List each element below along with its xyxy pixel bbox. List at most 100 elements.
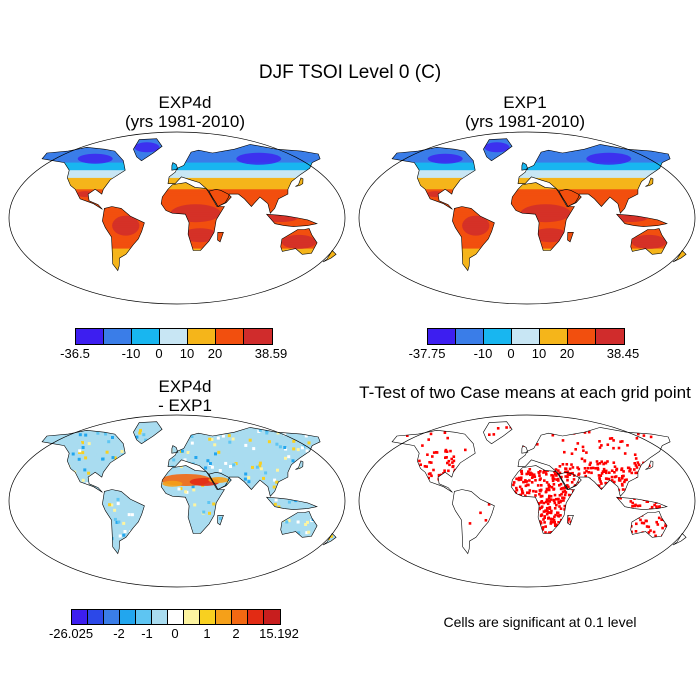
colorbar-swatch xyxy=(132,329,160,344)
colorbar-swatch xyxy=(168,610,184,624)
coastline-greenland xyxy=(133,138,163,162)
coastline-nz xyxy=(322,533,337,546)
colorbar-label: 15.192 xyxy=(259,626,299,641)
coastline-madagascar xyxy=(217,232,224,243)
coastline-australia xyxy=(280,511,318,538)
coastline-greenland xyxy=(133,421,163,445)
colorbar-swatch xyxy=(104,329,132,344)
colorbar-swatch xyxy=(136,610,152,624)
colorbar-swatch xyxy=(184,610,200,624)
colorbar-label: 38.45 xyxy=(606,346,640,361)
colorbar-label: 20 xyxy=(207,346,223,361)
colorbar-swatch xyxy=(248,610,264,624)
coastline-uk xyxy=(521,445,529,454)
panel-title-line2: - EXP1 xyxy=(158,396,212,415)
colorbar-swatch xyxy=(216,610,232,624)
colorbar-label: -26.025 xyxy=(48,626,94,641)
coastline-indonesia xyxy=(265,496,318,510)
colorbar-label: 10 xyxy=(531,346,547,361)
colorbar-swatch xyxy=(160,329,188,344)
colorbar-label: -1 xyxy=(141,626,153,641)
coastline-australia xyxy=(630,228,668,255)
coastline-indonesia xyxy=(615,213,668,227)
panel-title-line2: (yrs 1981-2010) xyxy=(464,112,585,131)
colorbar-swatch xyxy=(120,610,136,624)
colorbar-swatch xyxy=(104,610,120,624)
colorbar-label: 0 xyxy=(155,346,163,361)
colorbar-difference xyxy=(71,609,281,625)
coastline-greenland xyxy=(483,421,513,445)
panel-title-line2: (yrs 1981-2010) xyxy=(124,112,245,131)
colorbar-label: -10 xyxy=(121,346,141,361)
colorbar-exp4d xyxy=(75,328,273,345)
colorbar-swatch xyxy=(428,329,456,344)
coastline-nz xyxy=(672,250,687,263)
figure-title: DJF TSOI Level 0 (C) xyxy=(258,62,442,83)
colorbar-swatch xyxy=(264,610,280,624)
colorbar-swatch xyxy=(152,610,168,624)
colorbar-label: -10 xyxy=(473,346,493,361)
colorbar-label: -37.75 xyxy=(408,346,446,361)
panel-title-difference: EXP4d - EXP1 xyxy=(40,377,330,415)
coastline-indonesia xyxy=(265,213,318,227)
colorbar-swatch xyxy=(200,610,216,624)
coastline-uk xyxy=(171,162,179,171)
coastline-madagascar xyxy=(567,232,574,243)
panel-title-line1: EXP4d xyxy=(158,93,212,112)
coastline-samerica xyxy=(452,489,495,555)
colorbar-swatch xyxy=(540,329,568,344)
coastline-japan xyxy=(295,460,304,470)
colorbar-swatch xyxy=(232,610,248,624)
coastline-nz xyxy=(672,533,687,546)
colorbar-swatch xyxy=(512,329,540,344)
map-exp1 xyxy=(358,131,696,305)
coastline-arabia xyxy=(558,471,582,490)
panel-title-line1: EXP1 xyxy=(503,93,547,112)
panel-title-ttest: T-Test of two Case means at each grid po… xyxy=(359,383,691,402)
coastline-namerica xyxy=(391,429,476,493)
coastline-namerica xyxy=(391,146,476,210)
map-difference xyxy=(8,414,346,588)
coastline-japan xyxy=(295,177,304,187)
coastline-indonesia xyxy=(615,496,668,510)
coastline-australia xyxy=(630,511,668,538)
colorbar-label: 2 xyxy=(232,626,240,641)
coastline-samerica xyxy=(102,206,145,272)
colorbar-swatch xyxy=(76,329,104,344)
coastline-arabia xyxy=(208,188,232,207)
panel-title-exp4d: EXP4d (yrs 1981-2010) xyxy=(40,93,330,131)
coastline-africa xyxy=(510,182,575,251)
coastline-nz xyxy=(322,250,337,263)
colorbar-swatch xyxy=(216,329,244,344)
panel-title-exp1: EXP1 (yrs 1981-2010) xyxy=(375,93,675,131)
colorbar-exp1 xyxy=(427,328,625,345)
coastline-uk xyxy=(171,445,179,454)
coastline-samerica xyxy=(102,489,145,555)
coastline-namerica xyxy=(41,429,126,493)
coastline-arabia xyxy=(208,471,232,490)
panel-title-line1: EXP4d xyxy=(158,377,212,396)
coastline-arabia xyxy=(558,188,582,207)
colorbar-swatch xyxy=(456,329,484,344)
colorbar-swatch xyxy=(568,329,596,344)
coastline-africa xyxy=(160,182,225,251)
coastline-madagascar xyxy=(217,515,224,526)
coastline-greenland xyxy=(483,138,513,162)
coastline-samerica xyxy=(452,206,495,272)
coastline-uk xyxy=(521,162,529,171)
map-exp4d xyxy=(8,131,346,305)
colorbar-label: 0 xyxy=(171,626,179,641)
significance-note: Cells are significant at 0.1 level xyxy=(443,614,637,630)
colorbar-label: 38.59 xyxy=(254,346,288,361)
colorbar-swatch xyxy=(88,610,104,624)
colorbar-label: 10 xyxy=(179,346,195,361)
colorbar-swatch xyxy=(244,329,272,344)
colorbar-label: 0 xyxy=(507,346,515,361)
colorbar-label: 1 xyxy=(203,626,211,641)
colorbar-swatch xyxy=(72,610,88,624)
coastline-japan xyxy=(645,177,654,187)
coastline-japan xyxy=(645,460,654,470)
coastline-africa xyxy=(160,465,225,534)
colorbar-swatch xyxy=(484,329,512,344)
colorbar-label: -36.5 xyxy=(60,346,90,361)
